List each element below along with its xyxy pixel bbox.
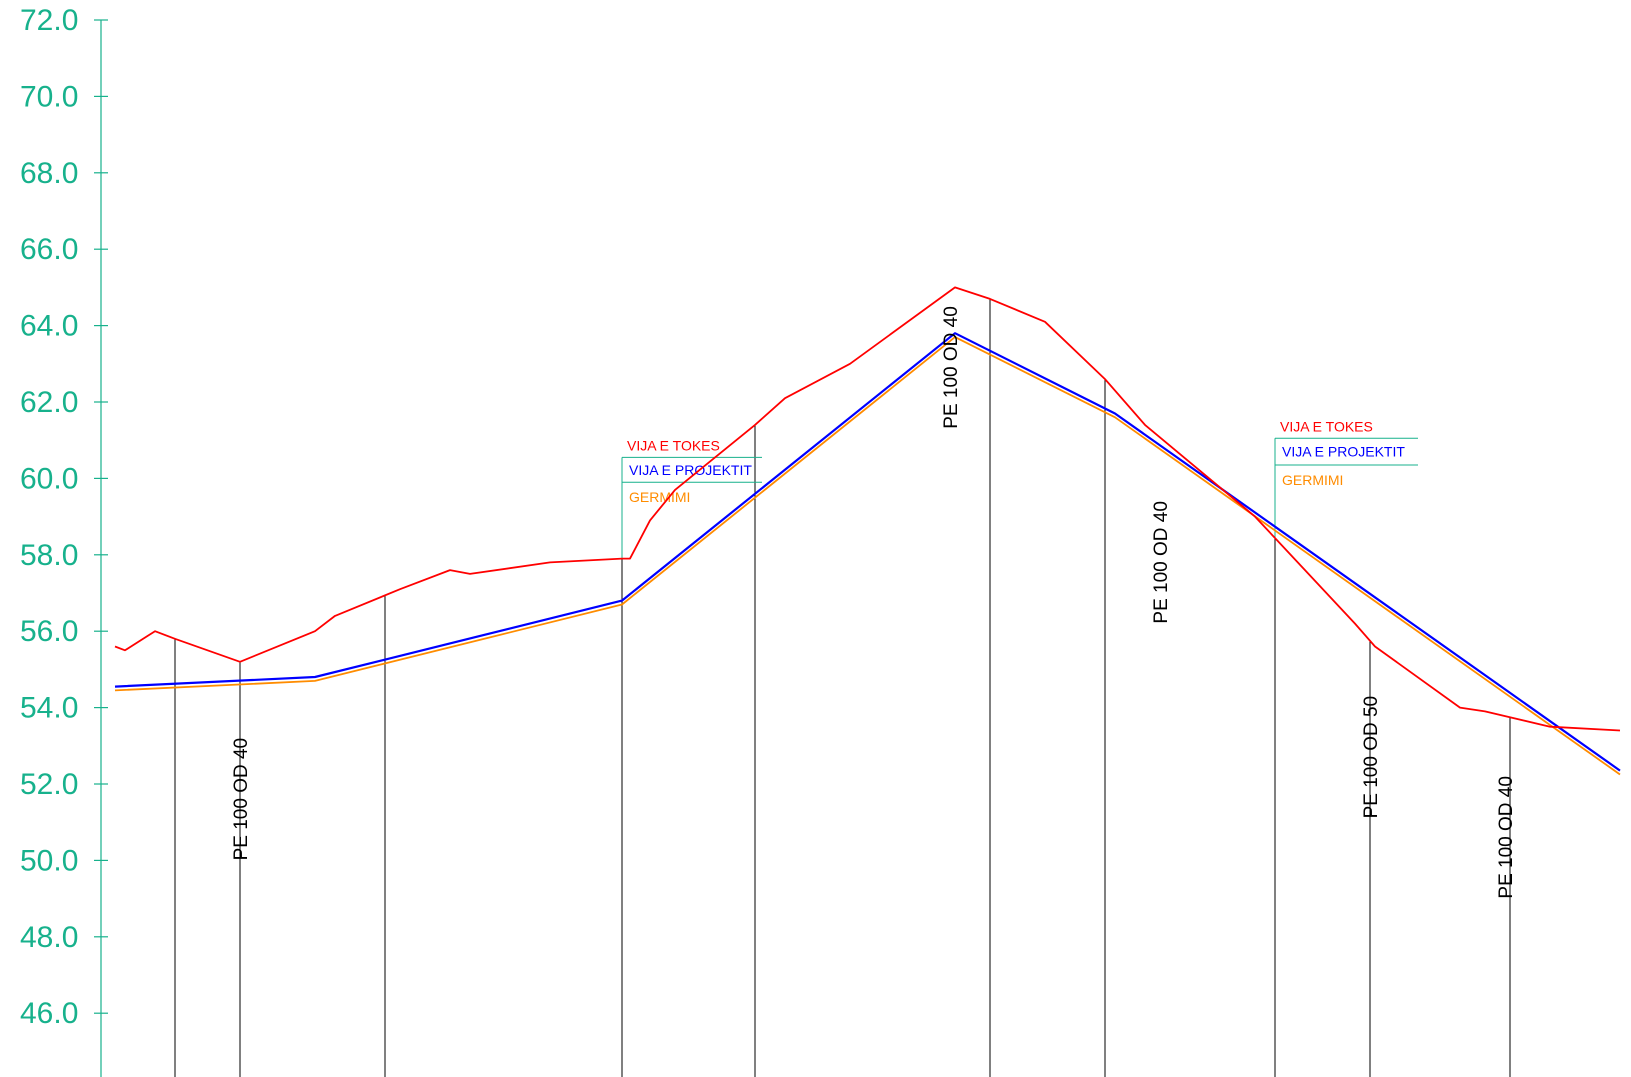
y-tick-label: 72.0 bbox=[20, 4, 78, 37]
y-tick-label: 60.0 bbox=[20, 462, 78, 495]
y-tick-label: 56.0 bbox=[20, 615, 78, 648]
series-line-excavation bbox=[114, 336, 1621, 776]
y-axis: 72.0 70.0 68.0 66.0 64.0 62.0 60.0 58.0 56.0 54.0… bbox=[20, 4, 108, 1077]
pipe-label: PE 100 OD 40 bbox=[231, 738, 252, 861]
y-tick-label: 46.0 bbox=[20, 997, 78, 1030]
station-lines bbox=[174, 298, 1511, 1077]
y-tick-label: 48.0 bbox=[20, 921, 78, 954]
y-tick-label: 52.0 bbox=[20, 768, 78, 801]
legend-blocks: VIJA E TOKES VIJA E PROJEKTIT GERMIMI VIJA … bbox=[621, 418, 1418, 559]
series-lines bbox=[114, 286, 1621, 776]
pipe-label: PE 100 OD 40 bbox=[941, 306, 962, 429]
legend-project-label: VIJA E PROJEKTIT bbox=[629, 462, 752, 478]
legend-project-label: VIJA E PROJEKTIT bbox=[1282, 444, 1405, 460]
legend-ground-label: VIJA E TOKES bbox=[1280, 418, 1373, 434]
y-tick-label: 70.0 bbox=[20, 80, 78, 113]
series-line-ground bbox=[114, 286, 1621, 732]
legend-excavation-label: GERMIMI bbox=[629, 489, 690, 505]
y-tick-label: 62.0 bbox=[20, 386, 78, 419]
y-tick-label: 66.0 bbox=[20, 233, 78, 266]
pipe-label: PE 100 OD 40 bbox=[1151, 501, 1172, 624]
y-tick-label: 58.0 bbox=[20, 539, 78, 572]
legend-excavation-label: GERMIMI bbox=[1282, 472, 1343, 488]
pipe-labels: PE 100 OD 40 PE 100 OD 40 PE 100 OD 40 PE 1… bbox=[231, 306, 1517, 898]
y-tick-label: 54.0 bbox=[20, 692, 78, 725]
pipe-label: PE 100 OD 50 bbox=[1361, 696, 1382, 819]
pipe-label: PE 100 OD 40 bbox=[1496, 776, 1517, 899]
y-tick-label: 50.0 bbox=[20, 844, 78, 877]
y-tick-label: 64.0 bbox=[20, 310, 78, 343]
y-tick-label: 68.0 bbox=[20, 157, 78, 190]
legend-ground-label: VIJA E TOKES bbox=[627, 437, 720, 453]
series-line-project bbox=[114, 332, 1621, 772]
